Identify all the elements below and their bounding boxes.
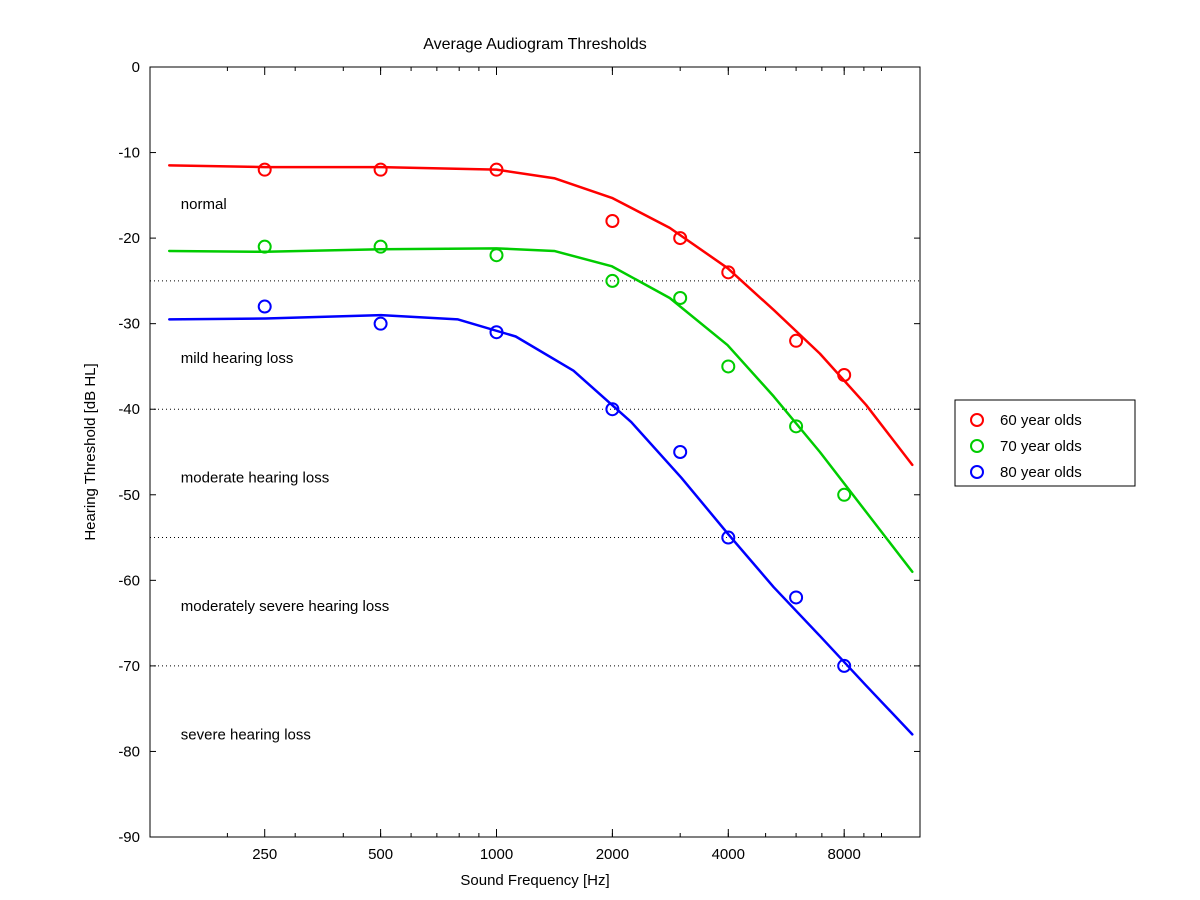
y-tick-label: -30 [118, 316, 140, 333]
x-tick-label: 8000 [828, 846, 861, 863]
series-marker [838, 489, 850, 501]
audiogram-chart: Average Audiogram Thresholds 0 -10 -20 -30 -4… [0, 0, 1200, 900]
region-label: severe hearing loss [181, 726, 311, 743]
x-axis-label: Sound Frequency [Hz] [460, 872, 609, 889]
y-tick-label: -40 [118, 401, 140, 418]
region-label: moderately severe hearing loss [181, 598, 389, 615]
x-tick-label: 1000 [480, 846, 513, 863]
series-marker [491, 249, 503, 261]
series-marker [790, 335, 802, 347]
series-line [169, 165, 912, 464]
series-marker [790, 591, 802, 603]
series-marker [674, 446, 686, 458]
region-label: normal [181, 196, 227, 213]
region-label: moderate hearing loss [181, 470, 329, 487]
region-label: mild hearing loss [181, 350, 294, 367]
y-tick-label: -60 [118, 572, 140, 589]
y-axis-label: Hearing Threshold [dB HL] [82, 363, 99, 540]
series-marker [375, 164, 387, 176]
series-marker [674, 292, 686, 304]
x-tick-label: 250 [252, 846, 277, 863]
series-marker [259, 164, 271, 176]
series-marker [606, 215, 618, 227]
x-tick-label: 2000 [596, 846, 629, 863]
series-marker [722, 360, 734, 372]
series-line [169, 248, 912, 571]
x-tick-label: 500 [368, 846, 393, 863]
series-marker [606, 275, 618, 287]
x-tick-label: 4000 [712, 846, 745, 863]
y-tick-label: -70 [118, 658, 140, 675]
legend-label: 70 year olds [1000, 438, 1082, 455]
y-tick-label: -50 [118, 487, 140, 504]
y-tick-label: -10 [118, 145, 140, 162]
y-tick-label: -20 [118, 230, 140, 247]
y-tick-label: -90 [118, 829, 140, 846]
y-tick-label: -80 [118, 743, 140, 760]
legend-label: 80 year olds [1000, 464, 1082, 481]
legend-label: 60 year olds [1000, 412, 1082, 429]
series-marker [375, 318, 387, 330]
series-marker [259, 301, 271, 313]
y-tick-label: 0 [132, 59, 140, 76]
chart-title: Average Audiogram Thresholds [423, 36, 647, 53]
series-line [169, 315, 912, 734]
plot-area [150, 67, 920, 837]
series-marker [375, 241, 387, 253]
